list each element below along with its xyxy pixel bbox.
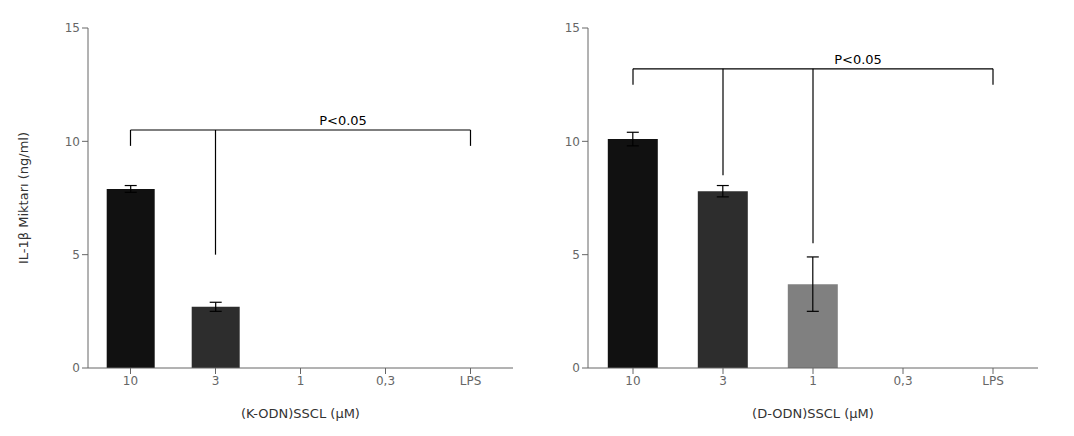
svg-text:0,3: 0,3	[376, 374, 395, 388]
svg-text:P<0.05: P<0.05	[319, 113, 367, 128]
svg-text:0: 0	[572, 361, 580, 375]
svg-text:10: 10	[123, 374, 138, 388]
svg-text:10: 10	[625, 374, 640, 388]
svg-text:LPS: LPS	[982, 374, 1004, 388]
svg-text:15: 15	[65, 21, 80, 35]
svg-text:1: 1	[297, 374, 305, 388]
svg-text:(K-ODN)SSCL (μM): (K-ODN)SSCL (μM)	[241, 406, 360, 421]
svg-text:IL-1β Miktarı (ng/ml): IL-1β Miktarı (ng/ml)	[16, 132, 31, 264]
svg-text:10: 10	[565, 135, 580, 149]
svg-text:5: 5	[572, 248, 580, 262]
svg-text:0,3: 0,3	[893, 374, 912, 388]
svg-text:3: 3	[719, 374, 727, 388]
svg-text:P<0.05: P<0.05	[834, 52, 882, 67]
svg-text:1: 1	[809, 374, 817, 388]
svg-text:(D-ODN)SSCL (μM): (D-ODN)SSCL (μM)	[752, 406, 874, 421]
svg-text:0: 0	[72, 361, 80, 375]
svg-text:LPS: LPS	[460, 374, 482, 388]
svg-text:5: 5	[72, 248, 80, 262]
svg-text:15: 15	[565, 21, 580, 35]
svg-text:3: 3	[212, 374, 220, 388]
svg-text:10: 10	[65, 135, 80, 149]
